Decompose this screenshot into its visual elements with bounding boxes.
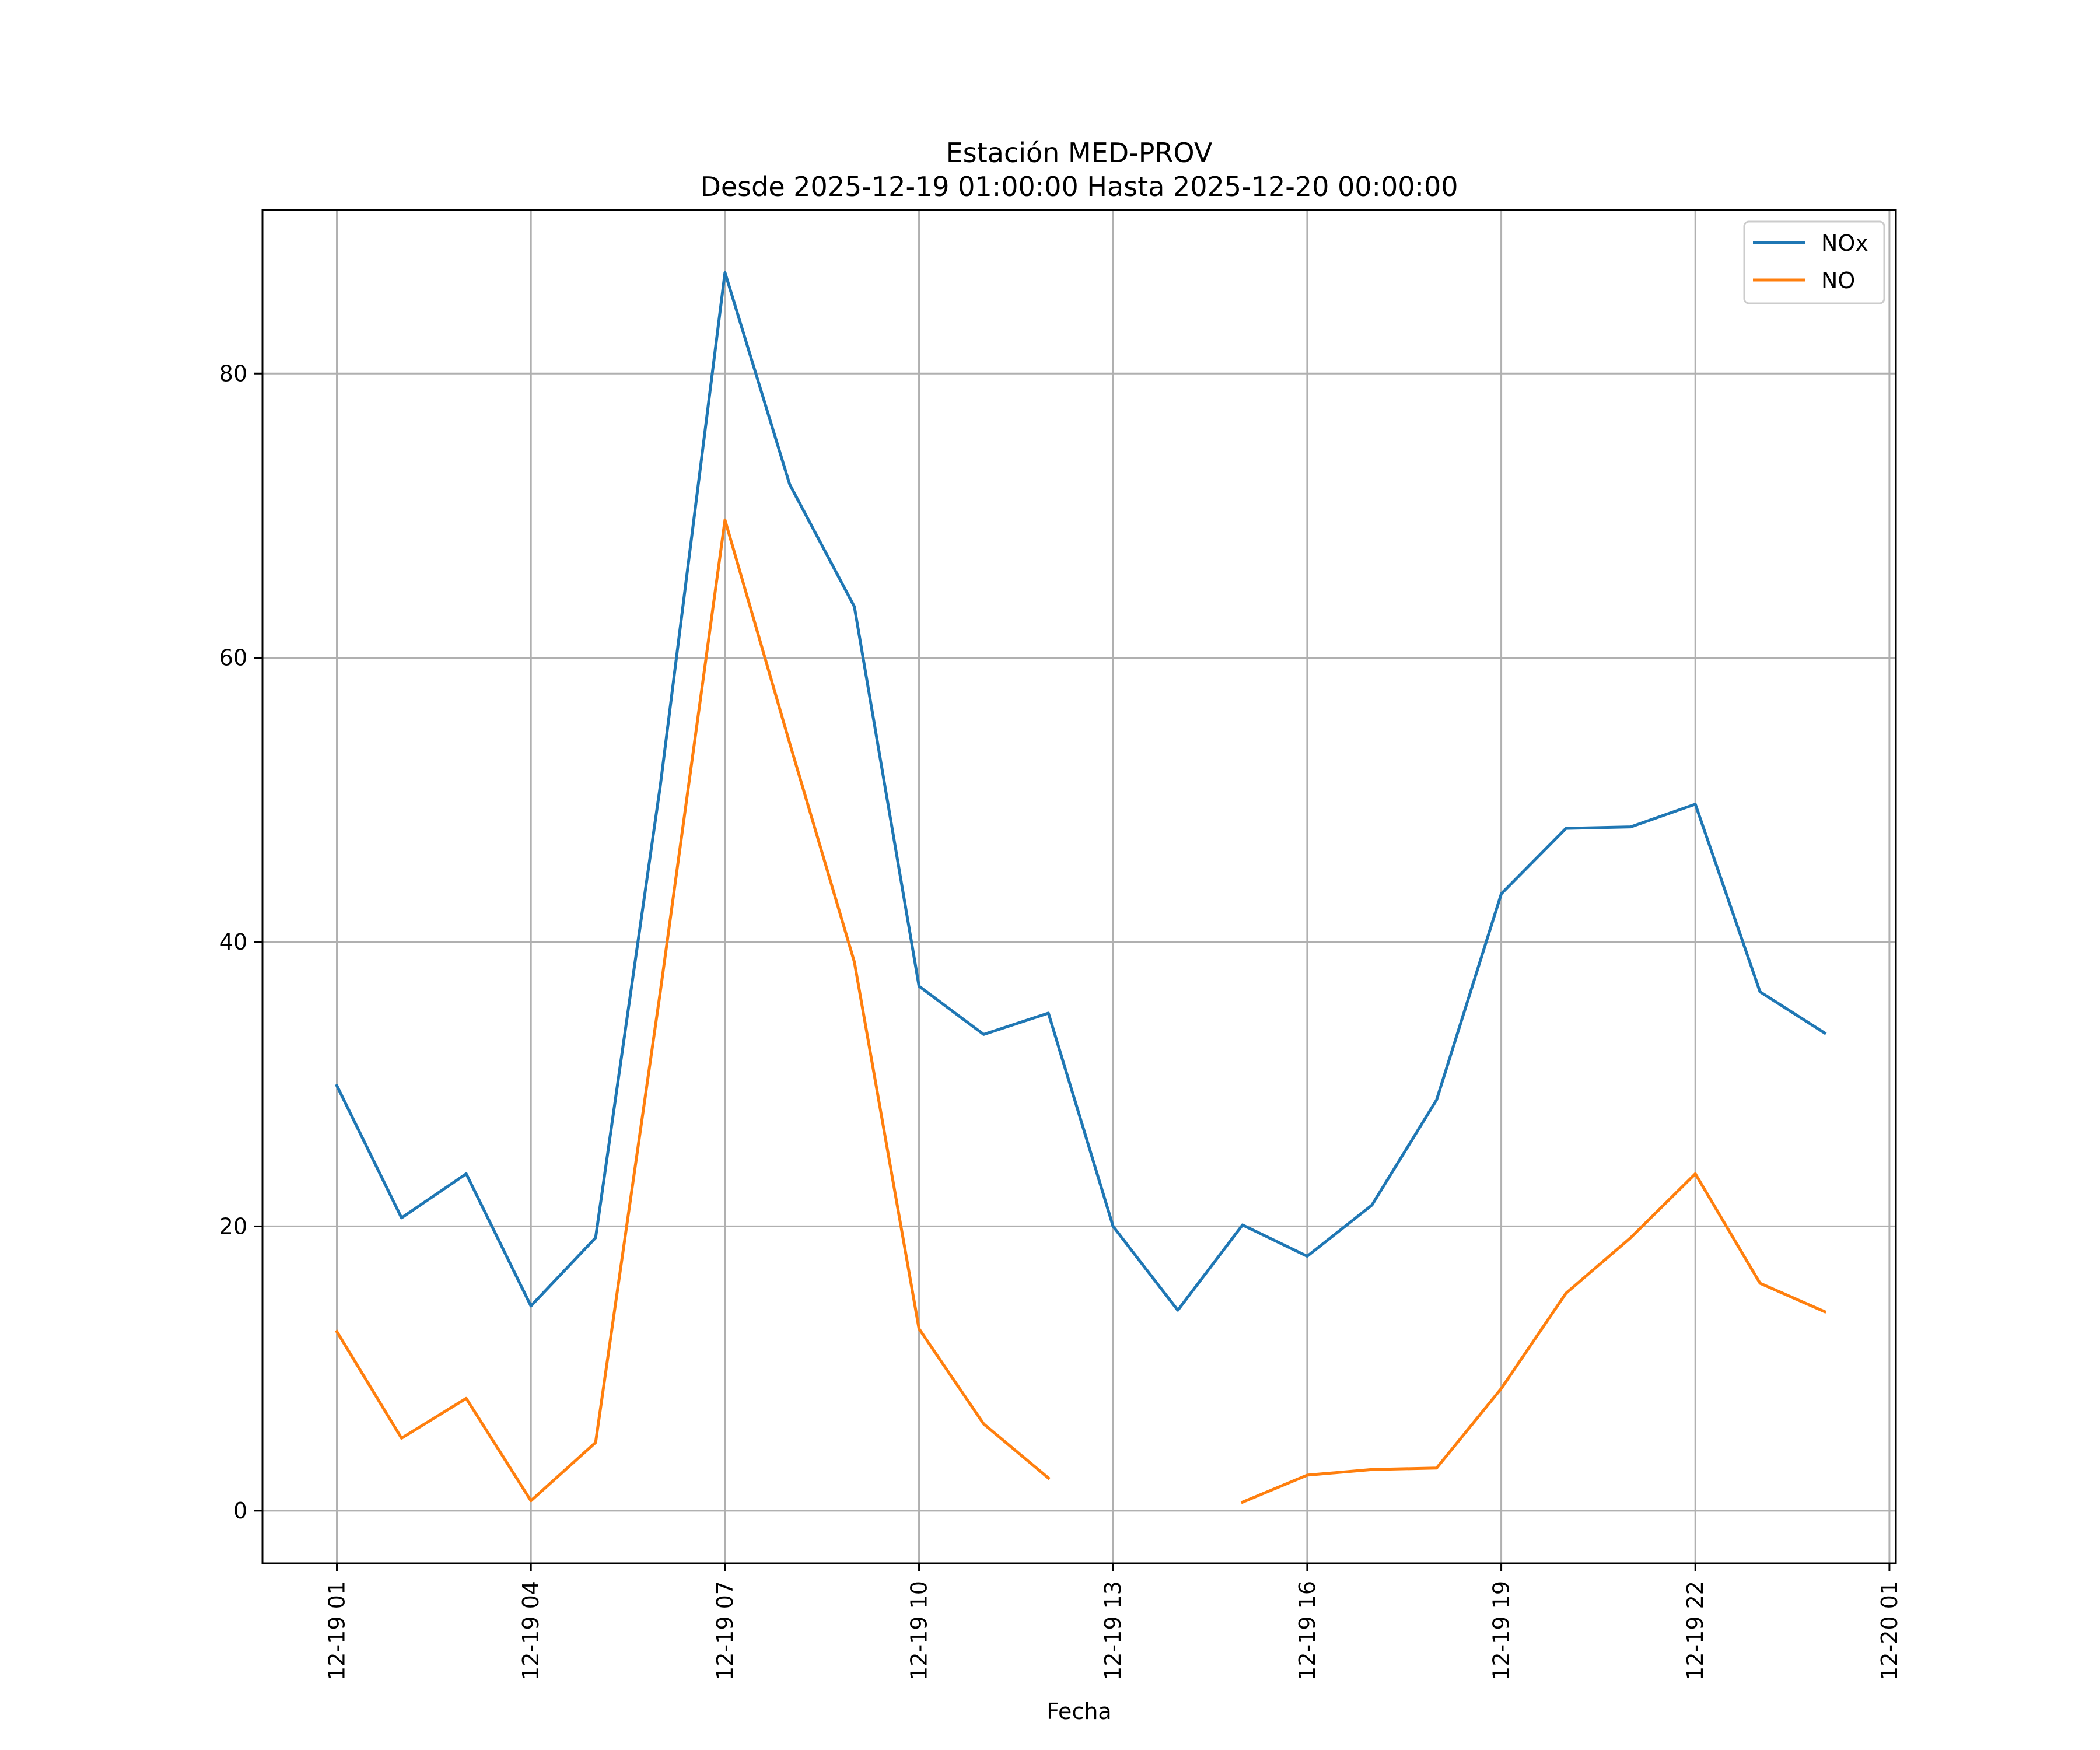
series-lines [335,271,1827,1504]
x-tick-label: 12-19 10 [907,1581,932,1681]
x-tick-label: 12-19 13 [1100,1581,1126,1681]
series-line-nox [335,271,1827,1312]
legend-label-no: NO [1821,268,1855,293]
legend-label-nox: NOx [1821,230,1868,256]
y-tick-label: 80 [219,360,247,386]
y-tick-label: 60 [219,645,247,671]
x-tick-label: 12-19 01 [324,1581,350,1681]
x-tick-label: 12-19 16 [1294,1581,1320,1681]
legend: NOx NO [1743,220,1885,304]
x-tick-label: 12-19 22 [1682,1581,1708,1681]
chart-title-line-1: Estación MED-PROV [946,137,1213,169]
x-axis-label: Fecha [1046,1699,1111,1724]
chart-title-line-2: Desde 2025-12-19 01:00:00 Hasta 2025-12-… [700,171,1458,202]
x-tick-label: 12-19 04 [518,1581,544,1681]
series-line-no [335,518,1051,1503]
series-line-no [1240,1172,1827,1504]
y-tick-label: 0 [233,1498,247,1524]
plot-area-frame [261,209,1897,1564]
x-tick-label: 12-19 07 [712,1581,738,1681]
x-axis-ticks: 12-19 01 12-19 04 12-19 07 12-19 10 12-19 13… [324,1563,1902,1681]
y-tick-label: 20 [219,1213,247,1239]
y-tick-label: 40 [219,929,247,955]
gridlines [262,210,1896,1563]
y-axis-ticks: 0 20 40 60 80 [219,360,262,1524]
x-tick-label: 12-19 19 [1489,1581,1514,1681]
x-tick-label: 12-20 01 [1877,1581,1902,1681]
